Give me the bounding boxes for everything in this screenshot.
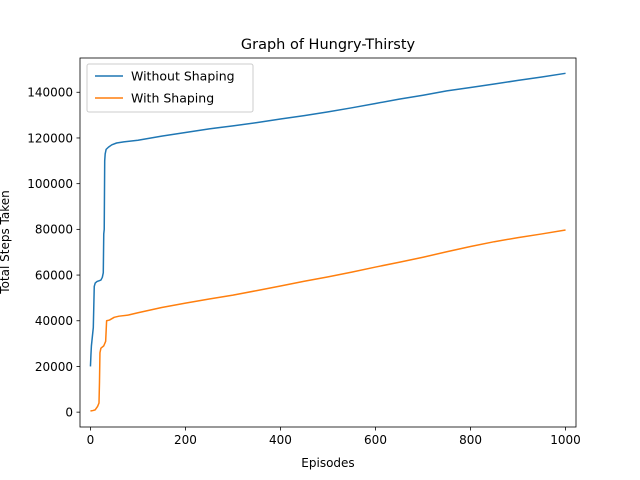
series-line-without-shaping [89,72,566,367]
x-axis-ticks: 0 200 400 600 800 1000 [87,427,581,447]
x-tick-label: 600 [364,433,387,447]
chart-title: Graph of Hungry-Thirsty [241,37,416,53]
y-tick-label: 100000 [27,177,73,191]
y-tick-label: 0 [65,405,73,419]
y-tick-label: 20000 [35,360,73,374]
legend: Without Shaping With Shaping [86,63,254,113]
x-tick-label: 400 [269,433,292,447]
y-tick-label: 80000 [35,223,73,237]
x-tick-label: 1000 [550,433,581,447]
plot-area [80,58,576,427]
y-tick-label: 40000 [35,314,73,328]
y-tick-label: 120000 [27,131,73,145]
x-axis-label: Episodes [301,456,354,470]
series-layer [89,72,566,412]
y-axis-label: Total Steps Taken [0,190,12,294]
x-tick-label: 200 [174,433,197,447]
x-tick-label: 0 [87,433,95,447]
legend-label-without-shaping: Without Shaping [131,69,235,84]
y-tick-label: 140000 [27,86,73,100]
plot-frame [79,57,577,428]
y-tick-label: 60000 [35,268,73,282]
legend-box [86,63,254,113]
series-line-with-shaping [90,229,566,412]
x-tick-label: 800 [459,433,482,447]
legend-label-with-shaping: With Shaping [131,91,214,106]
y-axis-ticks: 0 20000 40000 60000 80000 100000 120000 140000 [27,86,80,419]
